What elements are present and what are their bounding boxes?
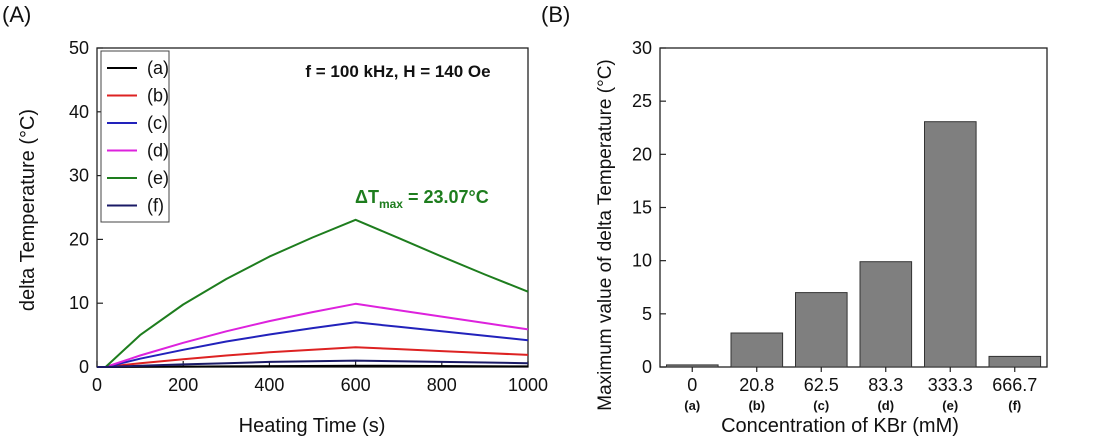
panel-a-y-axis-title: delta Temperature (°C) — [17, 109, 39, 311]
y-tick-label-20: 20 — [69, 229, 89, 249]
y-tick-label-40: 40 — [69, 102, 89, 122]
legend-label-1: (b) — [147, 86, 169, 106]
dtmax-value: = 23.07°C — [403, 187, 489, 207]
panel-b-x-axis-title: Concentration of KBr (mM) — [721, 415, 959, 437]
panel-a-annotation-dtmax: ΔTmax = 23.07°C — [355, 187, 489, 211]
dtmax-delta: ΔT — [355, 187, 379, 207]
x-tick-label-1000: 1000 — [508, 375, 548, 395]
series-line-5 — [97, 359, 529, 368]
category-sublabel-4: (e) — [942, 398, 958, 413]
y-tick-label-30: 30 — [69, 166, 89, 186]
b-y-tick-label-10: 10 — [632, 251, 652, 271]
category-label-0: 0 — [687, 375, 697, 395]
y-tick-label-0: 0 — [79, 357, 89, 377]
legend-label-3: (d) — [147, 141, 169, 161]
dtmax-subscript: max — [379, 197, 403, 211]
b-y-tick-label-15: 15 — [632, 198, 652, 218]
b-y-tick-label-20: 20 — [632, 144, 652, 164]
x-tick-label-600: 600 — [341, 375, 371, 395]
x-tick-label-0: 0 — [92, 375, 102, 395]
b-y-tick-label-30: 30 — [632, 38, 652, 58]
bar-4 — [924, 121, 977, 368]
panel-label-b: (B) — [541, 2, 570, 27]
panel-a-plot-frame — [96, 47, 529, 368]
panel-a-annotation-conditions: f = 100 kHz, H = 140 Oe — [305, 62, 490, 81]
category-sublabel-5: (f) — [1008, 398, 1021, 413]
panel-label-a: (A) — [2, 2, 31, 27]
x-tick-label-800: 800 — [427, 375, 457, 395]
b-y-tick-label-5: 5 — [642, 304, 652, 324]
category-label-4: 333.3 — [928, 375, 973, 395]
y-tick-label-10: 10 — [69, 293, 89, 313]
panel-b-y-axis-title: Maximum value of delta Temperature (°C) — [595, 59, 616, 411]
legend-label-5: (f) — [147, 196, 164, 216]
category-label-3: 83.3 — [868, 375, 903, 395]
b-y-tick-label-25: 25 — [632, 91, 652, 111]
legend-box — [100, 50, 170, 223]
series-line-3 — [97, 302, 529, 368]
category-sublabel-2: (c) — [813, 398, 829, 413]
panel-b-plot: 0 5 10 15 20 25 30 0 (a) 20.8 (b) 62.5 (c) 83.3 (d) 333… — [632, 38, 1048, 413]
bar-1 — [730, 332, 784, 368]
bar-3 — [859, 261, 913, 368]
legend-label-2: (c) — [147, 113, 168, 133]
panel-b-plot-frame — [659, 47, 1048, 368]
series-line-1 — [97, 346, 529, 368]
category-sublabel-3: (d) — [877, 398, 894, 413]
bar-5 — [988, 355, 1042, 368]
legend-label-0: (a) — [147, 58, 169, 78]
panel-a-x-axis-title: Heating Time (s) — [239, 415, 386, 437]
series-line-2 — [97, 321, 529, 368]
x-tick-label-400: 400 — [254, 375, 284, 395]
bar-2 — [795, 292, 848, 368]
category-sublabel-0: (a) — [684, 398, 700, 413]
panel-a-plot: 0 200 400 600 800 1000 0 10 20 30 40 50 (a) (b) (c) (d)… — [69, 38, 548, 395]
category-sublabel-1: (b) — [748, 398, 765, 413]
x-tick-label-200: 200 — [168, 375, 198, 395]
y-tick-label-50: 50 — [69, 38, 89, 58]
bar-0 — [666, 364, 719, 368]
category-label-2: 62.5 — [804, 375, 839, 395]
category-label-1: 20.8 — [739, 375, 774, 395]
category-label-5: 666.7 — [992, 375, 1037, 395]
b-y-tick-label-0: 0 — [642, 357, 652, 377]
series-line-4 — [97, 218, 529, 368]
legend-label-4: (e) — [147, 168, 169, 188]
